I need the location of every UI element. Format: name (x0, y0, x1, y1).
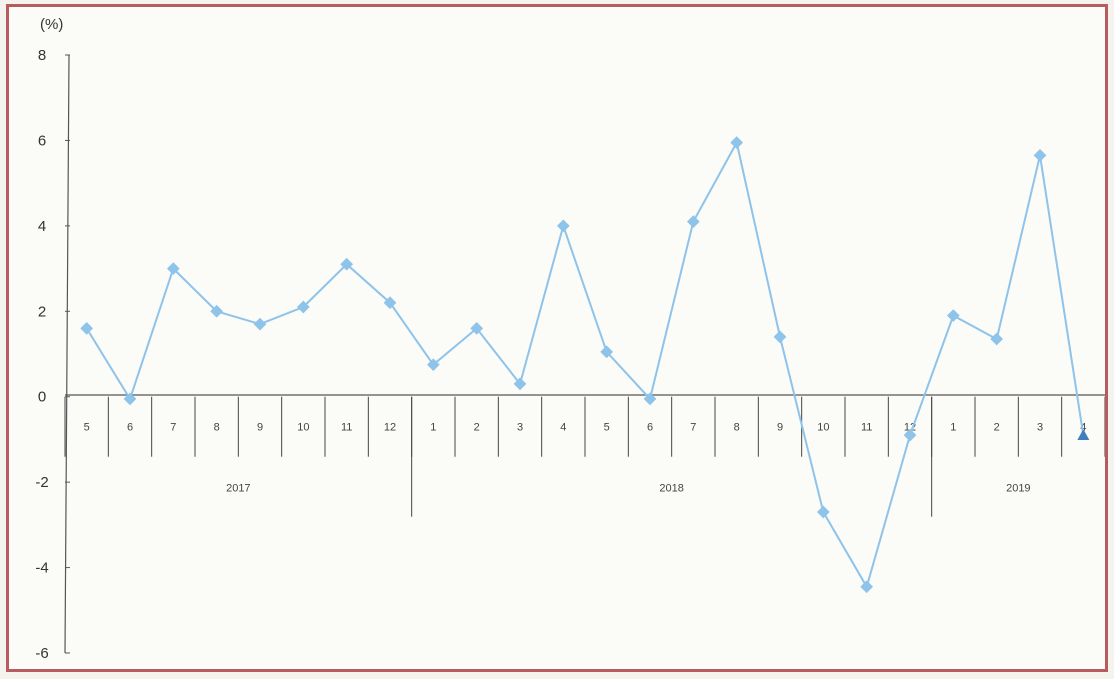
x-category-label: 5 (604, 422, 610, 434)
y-tick-labels: 8 6 4 2 0 -2 -4 -6 (35, 47, 70, 662)
x-category-label: 8 (734, 422, 740, 434)
series-point (990, 332, 1004, 346)
x-category-label: 7 (170, 422, 176, 434)
series-point (166, 262, 180, 275)
series-point (470, 322, 484, 335)
series-point (80, 322, 94, 335)
x-category-label: 3 (1037, 422, 1043, 434)
x-category-label: 11 (341, 422, 352, 434)
x-category-label: 11 (861, 422, 872, 434)
y-tick-label: 8 (38, 47, 46, 64)
y-tick-label: -4 (35, 560, 48, 577)
series-point (426, 358, 440, 372)
x-category-label: 2 (474, 422, 480, 434)
x-category-label: 9 (777, 422, 783, 434)
series-point (946, 309, 960, 322)
y-tick-label: -6 (35, 645, 48, 662)
x-category-label: 4 (560, 422, 566, 434)
series-point (253, 317, 267, 331)
x-group-labels: 2017 2018 2019 (226, 396, 1031, 517)
y-tick-label: 6 (38, 132, 46, 149)
y-tick-label: 0 (38, 389, 46, 406)
x-category-label: 1 (950, 422, 956, 434)
series-point (296, 300, 310, 314)
x-category-label: 2 (994, 422, 1000, 434)
x-category-label: 10 (297, 422, 309, 434)
x-group-label: 2019 (1006, 483, 1030, 495)
x-group-label: 2018 (659, 483, 683, 495)
x-category-label: 8 (214, 422, 220, 434)
series-point (686, 215, 700, 228)
x-category-label: 5 (84, 422, 90, 434)
y-tick-label: -2 (35, 474, 48, 491)
series-point (383, 296, 397, 310)
x-category-label: 6 (127, 422, 133, 434)
series-point (860, 580, 874, 594)
x-category-label: 9 (257, 422, 263, 434)
x-group-label: 2017 (226, 483, 250, 495)
series-point (773, 330, 787, 344)
x-category-label: 6 (647, 422, 653, 434)
series-point (123, 392, 137, 406)
series-point (1033, 149, 1047, 162)
x-category-labels: 5 6 7 8 9 10 11 12 1 2 3 4 5 6 7 8 9 10 11 12 1 2 3 4 (64, 396, 1105, 457)
y-axis (64, 54, 70, 654)
x-category-label: 7 (690, 422, 696, 434)
x-category-label: 1 (430, 422, 436, 434)
y-tick-label: 2 (38, 303, 46, 320)
x-category-label: 10 (817, 422, 829, 434)
series-points (80, 136, 1090, 594)
series-line (85, 139, 1085, 590)
series-point (816, 505, 830, 519)
series-point (1077, 429, 1090, 440)
series-point (556, 219, 570, 233)
x-category-label: 3 (517, 422, 523, 434)
y-tick-label: 4 (38, 218, 46, 235)
chart-frame: (%) 8 6 4 2 0 -2 -4 -6 5 6 7 8 9 10 11 12 1 2 3 4 5 6 7 8 9 10 11… (6, 4, 1108, 672)
x-category-label: 4 (1080, 422, 1086, 434)
series-point (730, 136, 744, 149)
y-unit-label: (%) (40, 16, 63, 33)
series-point (210, 304, 224, 318)
x-category-label: 12 (384, 422, 396, 434)
